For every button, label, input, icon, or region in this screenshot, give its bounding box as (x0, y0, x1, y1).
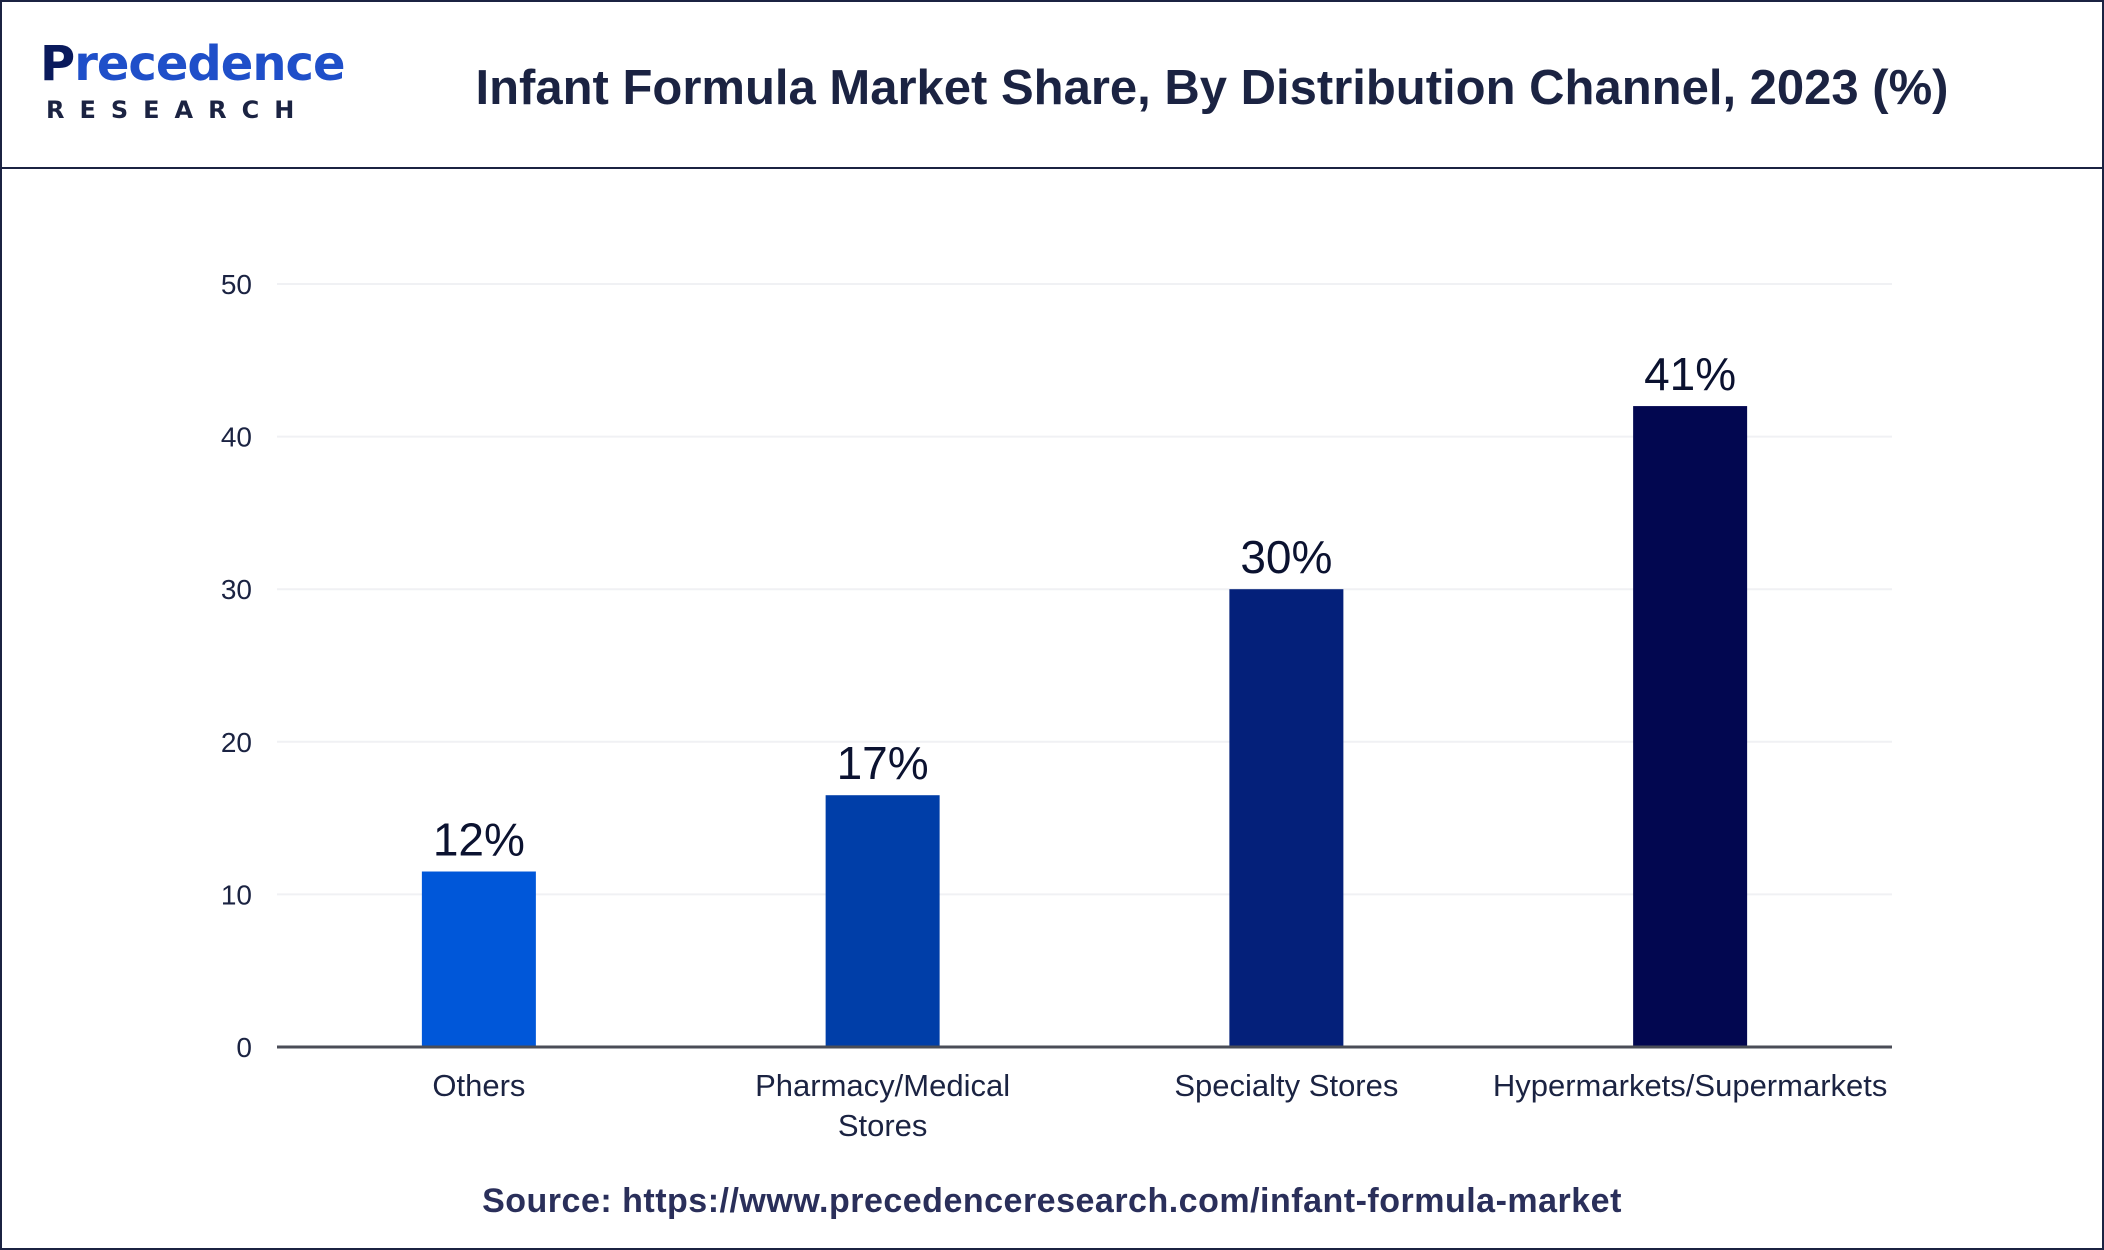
data-label: 30% (1240, 531, 1332, 583)
x-tick-label: Others (432, 1068, 525, 1103)
precedence-research-logo: Precedence RESEARCH (40, 40, 346, 130)
logo-subtitle: RESEARCH (46, 96, 310, 124)
data-label: 41% (1644, 348, 1736, 400)
y-tick-label: 10 (221, 879, 252, 910)
y-tick-label: 0 (236, 1032, 252, 1063)
y-tick-label: 20 (221, 727, 252, 758)
bar (1229, 589, 1344, 1047)
source-text: Source: https://www.precedenceresearch.c… (482, 1182, 1622, 1220)
header: Precedence RESEARCH Infant Formula Marke… (2, 2, 2102, 169)
bar (1633, 406, 1748, 1048)
data-label: 12% (433, 814, 525, 866)
logo-wordmark: Precedence (40, 40, 346, 88)
y-tick-label: 30 (221, 574, 252, 605)
data-label: 17% (837, 737, 929, 789)
bar (825, 795, 940, 1047)
y-tick-label: 40 (221, 422, 252, 453)
x-tick-label: Specialty Stores (1174, 1068, 1398, 1103)
chart-title: Infant Formula Market Share, By Distribu… (475, 61, 1949, 115)
y-tick-label: 50 (221, 269, 252, 300)
x-tick-label: Pharmacy/Medical Stores (755, 1068, 1010, 1143)
logo-wordmark-rest: recedence (74, 36, 345, 92)
logo-letter-p: P (40, 36, 75, 92)
x-tick-label: Hypermarkets/Supermarkets (1493, 1068, 1888, 1103)
bar (421, 871, 536, 1047)
